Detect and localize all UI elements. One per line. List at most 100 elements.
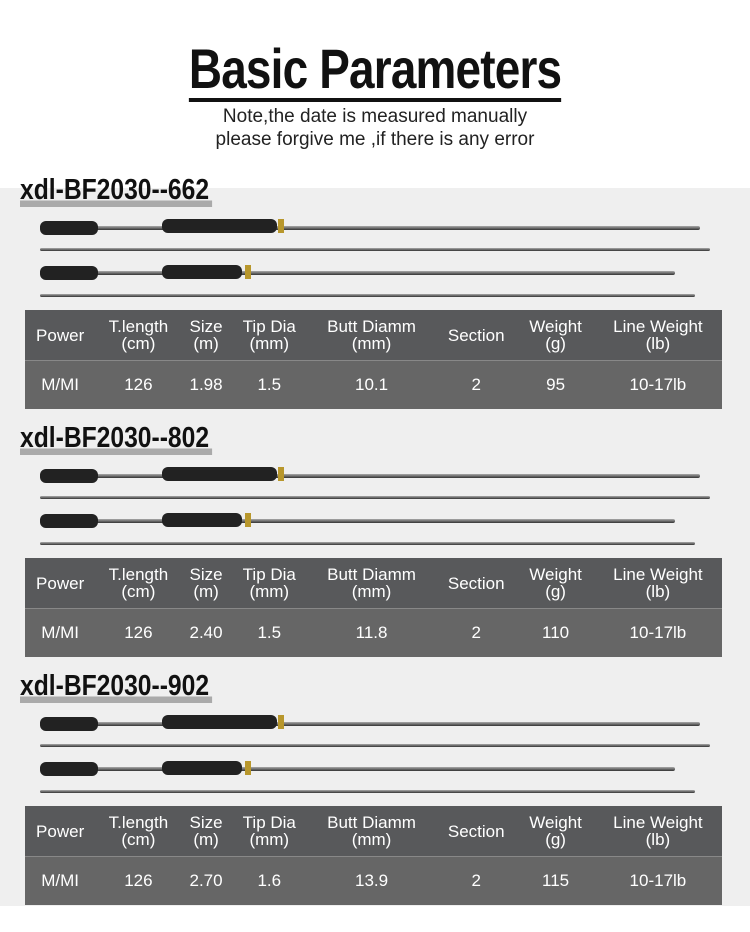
table-cell: 10-17lb <box>593 608 722 657</box>
table-cell: 10-17lb <box>593 360 722 409</box>
spec-table: Power T.length (cm) Size (m) Tip Dia (mm) Butt … <box>25 558 722 657</box>
model-name: xdl-BF2030--662 <box>20 174 213 207</box>
table-cell: 2 <box>435 856 518 905</box>
table-cell: 1.5 <box>230 608 308 657</box>
header-label: Power <box>36 573 85 593</box>
table-cell: 2.40 <box>181 608 231 657</box>
header-unit: (cm) <box>121 830 156 849</box>
table-cell: 126 <box>95 360 182 409</box>
table-cell: 126 <box>95 856 182 905</box>
column-header: Tip Dia (mm) <box>230 806 308 857</box>
column-header: T.length (cm) <box>95 558 182 609</box>
column-header: Size (m) <box>181 558 231 609</box>
header-unit: (cm) <box>121 334 156 353</box>
column-header: Weight (g) <box>517 310 594 361</box>
header-label: Power <box>36 821 85 841</box>
table-row: M/MI 126 1.98 1.5 10.1 2 95 10-17lb <box>25 360 722 409</box>
header-label: Size <box>189 317 223 336</box>
header-unit: (m) <box>193 830 219 849</box>
header-label: Section <box>447 573 505 593</box>
content-background <box>0 188 750 906</box>
column-header: Size (m) <box>181 806 231 857</box>
header-label: Butt Diamm <box>327 565 416 584</box>
header-label: Section <box>447 821 505 841</box>
header-unit: (g) <box>545 582 566 601</box>
table-cell: 110 <box>517 608 594 657</box>
header-unit: (mm) <box>249 582 290 601</box>
header-label: Section <box>447 325 505 345</box>
column-header: Butt Diamm (mm) <box>307 558 436 609</box>
column-header: Section <box>435 310 518 361</box>
column-header: Size (m) <box>181 310 231 361</box>
header-unit: (lb) <box>645 334 671 353</box>
column-header: Butt Diamm (mm) <box>307 310 436 361</box>
table-cell: M/MI <box>25 856 96 905</box>
product-section: xdl-BF2030--902 Power T.length (cm) Size (m)… <box>0 670 750 932</box>
header-unit: (cm) <box>121 582 156 601</box>
column-header: Power <box>25 310 96 361</box>
header-label: Line Weight <box>613 813 703 832</box>
header-row: Power T.length (cm) Size (m) Tip Dia (mm) Butt … <box>25 806 722 857</box>
table-cell: M/MI <box>25 608 96 657</box>
header-label: Size <box>189 813 223 832</box>
table-row: M/MI 126 2.70 1.6 13.9 2 115 10-17lb <box>25 856 722 905</box>
column-header: Section <box>435 806 518 857</box>
header-label: Power <box>36 325 85 345</box>
column-header: Section <box>435 558 518 609</box>
column-header: Tip Dia (mm) <box>230 310 308 361</box>
header-label: T.length <box>108 565 169 584</box>
header-label: Line Weight <box>613 565 703 584</box>
spec-table: Power T.length (cm) Size (m) Tip Dia (mm) Butt … <box>25 310 722 409</box>
header-unit: (lb) <box>645 830 671 849</box>
column-header: Line Weight (lb) <box>593 806 722 857</box>
note-line-2: please forgive me ,if there is any error <box>215 129 535 150</box>
table-cell: 1.98 <box>181 360 231 409</box>
column-header: T.length (cm) <box>95 310 182 361</box>
model-name: xdl-BF2030--902 <box>20 670 213 703</box>
header-label: Line Weight <box>613 317 703 336</box>
header-label: T.length <box>108 813 169 832</box>
table-cell: 115 <box>517 856 594 905</box>
table-cell: 2 <box>435 360 518 409</box>
header-label: Butt Diamm <box>327 813 416 832</box>
header-label: Tip Dia <box>242 813 296 832</box>
table-cell: 1.6 <box>230 856 308 905</box>
header-label: Weight <box>529 565 582 584</box>
table-cell: 1.5 <box>230 360 308 409</box>
table-cell: 11.8 <box>307 608 436 657</box>
header-label: Tip Dia <box>242 565 296 584</box>
header-row: Power T.length (cm) Size (m) Tip Dia (mm) Butt … <box>25 558 722 609</box>
column-header: Line Weight (lb) <box>593 310 722 361</box>
page-title: Basic Parameters <box>0 40 750 102</box>
table-cell: 2.70 <box>181 856 231 905</box>
header-label: Butt Diamm <box>327 317 416 336</box>
header-unit: (g) <box>545 334 566 353</box>
table-cell: 10.1 <box>307 360 436 409</box>
note-line-1: Note,the date is measured manually <box>222 106 528 127</box>
header-label: Size <box>189 565 223 584</box>
product-section: xdl-BF2030--662 Power T.length (cm) Size (m)… <box>0 174 750 436</box>
column-header: Power <box>25 558 96 609</box>
column-header: Line Weight (lb) <box>593 558 722 609</box>
header-unit: (m) <box>193 334 219 353</box>
column-header: Butt Diamm (mm) <box>307 806 436 857</box>
header-unit: (g) <box>545 830 566 849</box>
header-label: Weight <box>529 317 582 336</box>
column-header: Tip Dia (mm) <box>230 558 308 609</box>
table-cell: 95 <box>517 360 594 409</box>
header-unit: (lb) <box>645 582 671 601</box>
header-unit: (mm) <box>249 830 290 849</box>
product-section: xdl-BF2030--802 Power T.length (cm) Size (m)… <box>0 422 750 684</box>
table-cell: 10-17lb <box>593 856 722 905</box>
title-text: Basic Parameters <box>188 37 562 102</box>
column-header: Power <box>25 806 96 857</box>
model-name: xdl-BF2030--802 <box>20 422 213 455</box>
header-unit: (mm) <box>351 334 392 353</box>
column-header: Weight (g) <box>517 558 594 609</box>
table-cell: M/MI <box>25 360 96 409</box>
table-cell: 2 <box>435 608 518 657</box>
header-row: Power T.length (cm) Size (m) Tip Dia (mm) Butt … <box>25 310 722 361</box>
column-header: Weight (g) <box>517 806 594 857</box>
spec-table: Power T.length (cm) Size (m) Tip Dia (mm) Butt … <box>25 806 722 905</box>
table-cell: 13.9 <box>307 856 436 905</box>
